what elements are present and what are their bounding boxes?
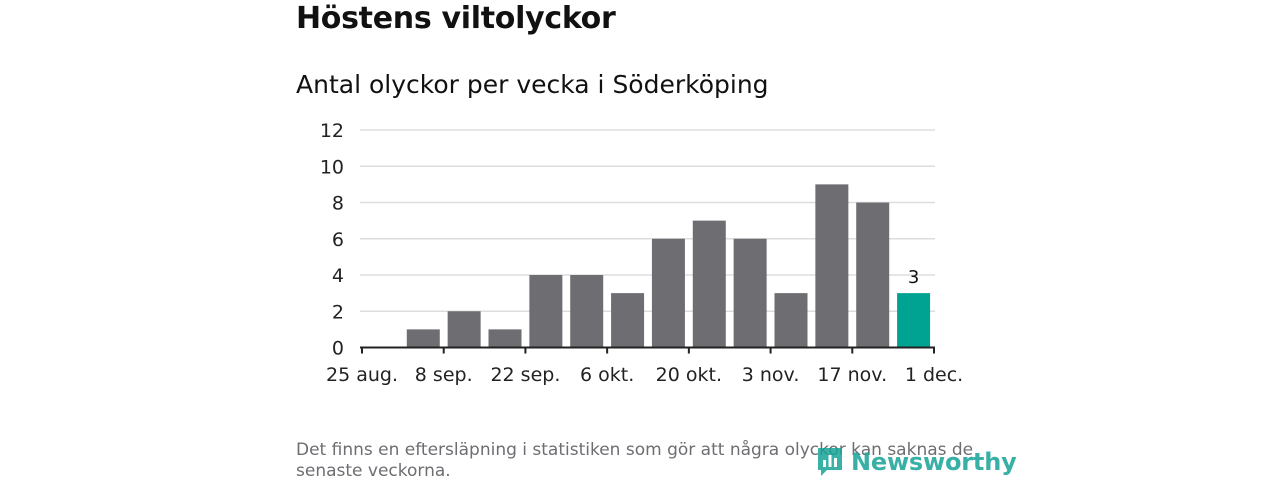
bar-17-nov bbox=[856, 202, 890, 348]
x-tick-label: 6 okt. bbox=[580, 364, 634, 386]
x-axis: 25 aug. 8 sep. 22 sep. 6 okt. 20 okt. 3 nov. 1… bbox=[326, 346, 963, 386]
bar-1-sep bbox=[406, 329, 440, 348]
x-tick-label: 3 nov. bbox=[742, 364, 800, 386]
x-tick-label: 20 okt. bbox=[656, 364, 722, 386]
x-tick-label: 25 aug. bbox=[326, 364, 398, 386]
gridlines bbox=[360, 129, 935, 312]
y-tick-label: 12 bbox=[320, 120, 344, 142]
y-tick-label: 2 bbox=[332, 301, 344, 323]
bar-29-sep bbox=[570, 275, 604, 348]
bar-15-sep bbox=[488, 329, 522, 348]
bar-24-nov bbox=[897, 293, 931, 348]
bar-6-okt bbox=[611, 293, 645, 348]
bar-27-okt bbox=[733, 238, 767, 348]
data-label: 3 bbox=[908, 267, 919, 288]
bar-3-nov bbox=[774, 293, 808, 348]
x-tick-label: 17 nov. bbox=[817, 364, 887, 386]
chart-subtitle: Antal olyckor per vecka i Söderköping bbox=[296, 70, 769, 99]
bar-22-sep bbox=[529, 275, 563, 348]
newsworthy-logo: Newsworthy bbox=[815, 446, 1017, 478]
x-tick-label: 1 dec. bbox=[905, 364, 963, 386]
y-tick-label: 6 bbox=[332, 229, 344, 251]
bar-8-sep bbox=[447, 311, 481, 348]
data-labels: 3 bbox=[908, 267, 919, 288]
brand-name: Newsworthy bbox=[851, 448, 1017, 476]
bars bbox=[406, 184, 931, 348]
y-tick-label: 8 bbox=[332, 193, 344, 215]
x-tick-label: 8 sep. bbox=[415, 364, 473, 386]
y-tick-label: 0 bbox=[332, 338, 344, 360]
bar-13-okt bbox=[651, 238, 685, 348]
x-tick-label: 22 sep. bbox=[490, 364, 560, 386]
footnote: Det finns en eftersläpning i statistiken… bbox=[296, 440, 974, 481]
chart-title: Höstens viltolyckor bbox=[296, 1, 616, 36]
bar-20-okt bbox=[692, 220, 726, 348]
y-axis-ticks: 0 2 4 6 8 10 12 bbox=[320, 120, 344, 360]
newsworthy-logo-icon bbox=[818, 448, 842, 476]
bar-10-nov bbox=[815, 184, 849, 348]
y-tick-label: 4 bbox=[332, 265, 344, 287]
y-tick-label: 10 bbox=[320, 156, 344, 178]
